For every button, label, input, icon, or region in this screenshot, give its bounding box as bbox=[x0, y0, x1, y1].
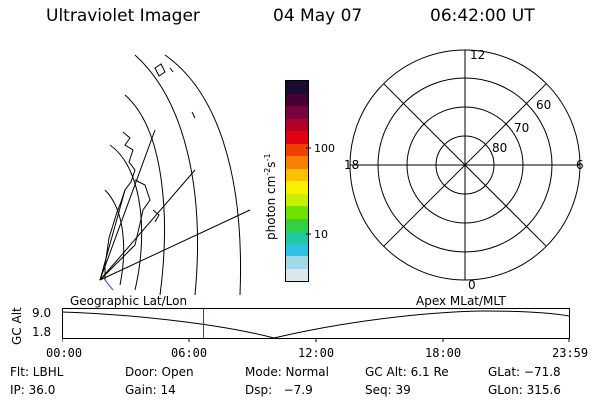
colorbar-band bbox=[286, 168, 308, 181]
colorbar-tick-10: 10 bbox=[314, 228, 328, 241]
colorbar-band bbox=[286, 156, 308, 169]
timeline-x-2359: 23:59 bbox=[552, 346, 589, 360]
polar-label-top: 12 bbox=[470, 48, 485, 62]
timeline-ymax: 9.0 bbox=[32, 306, 52, 320]
glat-info: GLat: −71.8 bbox=[488, 365, 561, 379]
dsp-info: Dsp: −7.9 bbox=[245, 383, 313, 397]
colorbar-band bbox=[286, 206, 308, 219]
ip-info: IP: 36.0 bbox=[10, 383, 56, 397]
colorbar-tick-100: 100 bbox=[314, 142, 335, 155]
seq-info: Seq: 39 bbox=[365, 383, 411, 397]
polar-lat-80: 80 bbox=[492, 141, 507, 155]
gain-info: Gain: 14 bbox=[125, 383, 176, 397]
glon-info: GLon: 315.6 bbox=[488, 383, 561, 397]
timeline-axis-label: GC Alt bbox=[10, 307, 24, 345]
timeline-ymin: 1.8 bbox=[32, 325, 52, 339]
filter-info: Flt: LBHL bbox=[10, 365, 64, 379]
colorbar-band bbox=[286, 243, 308, 256]
colorbar-band bbox=[286, 256, 308, 269]
geographic-coords-title: Geographic Lat/Lon bbox=[70, 294, 188, 308]
apex-coords-title: Apex MLat/MLT bbox=[416, 294, 506, 308]
gc-alt-info: GC Alt: 6.1 Re bbox=[365, 365, 449, 379]
door-info: Door: Open bbox=[125, 365, 194, 379]
polar-label-left: 18 bbox=[344, 158, 359, 172]
color-scale-bar bbox=[285, 80, 309, 282]
timeline-x-1200: 12:00 bbox=[298, 346, 335, 360]
geographic-map bbox=[99, 54, 251, 296]
colorbar-band bbox=[286, 143, 308, 156]
date-label: 04 May 07 bbox=[273, 6, 363, 26]
time-label: 06:42:00 UT bbox=[430, 6, 535, 26]
altitude-timeline bbox=[62, 308, 570, 342]
colorbar-band bbox=[286, 218, 308, 231]
polar-label-right: 6 bbox=[576, 158, 584, 172]
colorbar-band bbox=[286, 131, 308, 144]
timeline-x-0000: 00:00 bbox=[46, 346, 83, 360]
color-scale-ticks: 100 10 bbox=[306, 142, 335, 241]
colorbar-band bbox=[286, 193, 308, 206]
polar-mlt-plot: 12 0 18 6 60 70 80 bbox=[344, 48, 584, 292]
colorbar-band bbox=[286, 93, 308, 106]
polar-lat-70: 70 bbox=[514, 121, 529, 135]
timeline-x-1800: 18:00 bbox=[425, 346, 462, 360]
polar-lat-60: 60 bbox=[536, 98, 551, 112]
polar-label-bottom: 0 bbox=[468, 278, 476, 292]
colorbar-unit-label: photon cm-2s-1 bbox=[263, 153, 278, 240]
colorbar-band bbox=[286, 118, 308, 131]
colorbar-band bbox=[286, 181, 308, 194]
colorbar-band bbox=[286, 106, 308, 119]
colorbar-band bbox=[286, 231, 308, 244]
colorbar-band bbox=[286, 81, 308, 94]
colorbar-band bbox=[286, 268, 308, 281]
mode-info: Mode: Normal bbox=[245, 365, 329, 379]
instrument-title: Ultraviolet Imager bbox=[46, 6, 200, 26]
timeline-x-0600: 06:00 bbox=[171, 346, 208, 360]
